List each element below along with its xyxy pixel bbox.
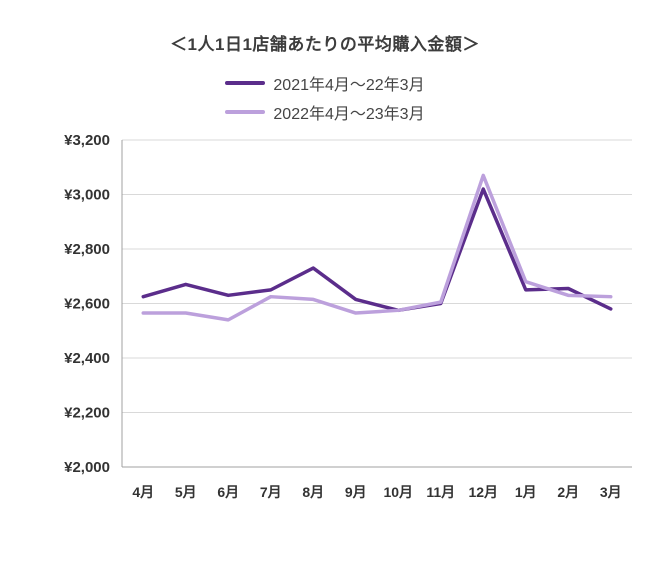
series-line-0 [141, 187, 613, 313]
x-axis-tick-label: 7月 [260, 484, 282, 500]
y-axis-tick-label: ¥2,800 [64, 241, 110, 258]
x-axis-tick-label: 1月 [515, 484, 537, 500]
x-axis-tick-label: 8月 [302, 484, 324, 500]
x-axis-tick-label: 6月 [217, 484, 239, 500]
x-axis-tick-label: 12月 [468, 484, 498, 500]
y-axis-tick-label: ¥2,200 [64, 405, 110, 422]
legend-label-2022: 2022年4月〜23年3月 [273, 106, 425, 123]
y-axis-tick-label: ¥3,200 [64, 132, 110, 149]
y-axis-tick-label: ¥2,600 [64, 296, 110, 313]
y-axis-tick-label: ¥2,400 [64, 350, 110, 367]
series-line-1 [141, 173, 613, 322]
legend-swatch-2021-icon [225, 81, 266, 85]
legend-item-2021: 2021年4月〜22年3月 [225, 71, 425, 95]
x-axis-tick-label: 10月 [383, 484, 413, 500]
x-axis-tick-label: 9月 [345, 484, 367, 500]
y-axis-tick-label: ¥3,000 [64, 187, 110, 204]
x-axis-tick-label: 11月 [426, 484, 455, 500]
chart-title: ＜1人1日1店舗あたりの平均購入金額＞ [170, 35, 480, 54]
x-axis-tick-label: 4月 [132, 484, 154, 500]
legend-swatch-2022-icon [225, 110, 266, 114]
x-axis-tick-label: 5月 [175, 484, 197, 500]
legend-label-2021: 2021年4月〜22年3月 [273, 77, 425, 94]
x-axis-tick-label: 2月 [557, 484, 579, 500]
x-axis-tick-label: 3月 [600, 484, 622, 500]
legend: 2021年4月〜22年3月 2022年4月〜23年3月 [0, 71, 650, 124]
y-axis-tick-label: ¥2,000 [64, 459, 110, 476]
legend-item-2022: 2022年4月〜23年3月 [225, 100, 425, 124]
